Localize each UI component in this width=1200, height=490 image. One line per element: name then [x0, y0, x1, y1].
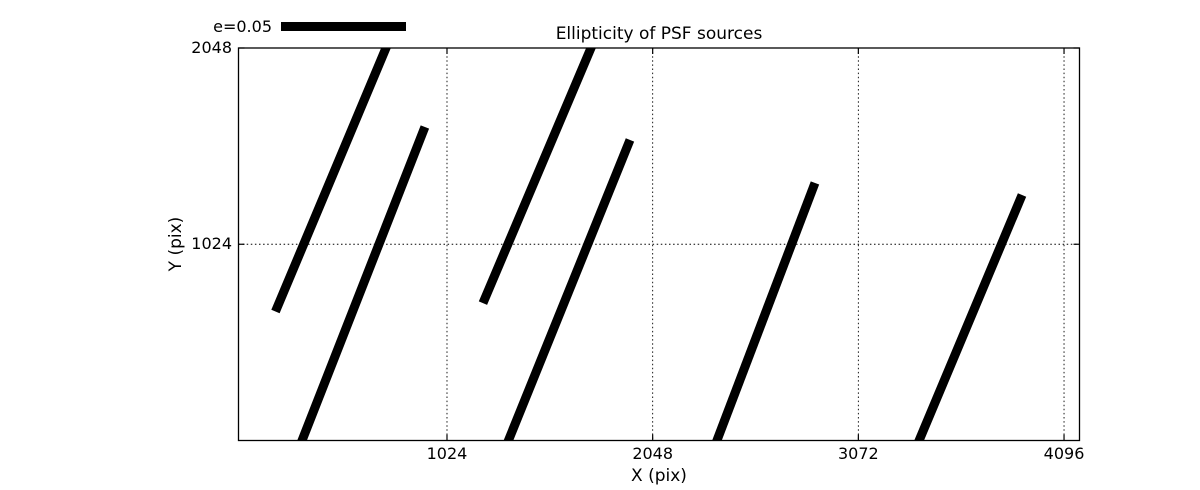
- x-tick-label: 4096: [1043, 444, 1085, 463]
- x-axis-label: X (pix): [631, 466, 687, 486]
- whisker-line: [297, 125, 430, 441]
- whisker-line: [503, 138, 635, 441]
- whisker-line: [712, 181, 820, 441]
- y-tick-label: 2048: [191, 38, 232, 57]
- whisker-line: [914, 193, 1027, 441]
- x-tick-label: 2048: [632, 444, 674, 463]
- whisker-line: [478, 48, 596, 305]
- legend: e=0.05: [180, 17, 406, 36]
- x-tick-label: 1024: [426, 444, 468, 463]
- whisker-line: [271, 48, 391, 314]
- y-tick-label: 1024: [191, 234, 232, 254]
- legend-sample-line: [281, 22, 406, 31]
- legend-label: e=0.05: [213, 17, 272, 36]
- chart-title: Ellipticity of PSF sources: [555, 24, 763, 44]
- axes-border: [237, 47, 1081, 442]
- x-tick-label: 3072: [837, 444, 879, 463]
